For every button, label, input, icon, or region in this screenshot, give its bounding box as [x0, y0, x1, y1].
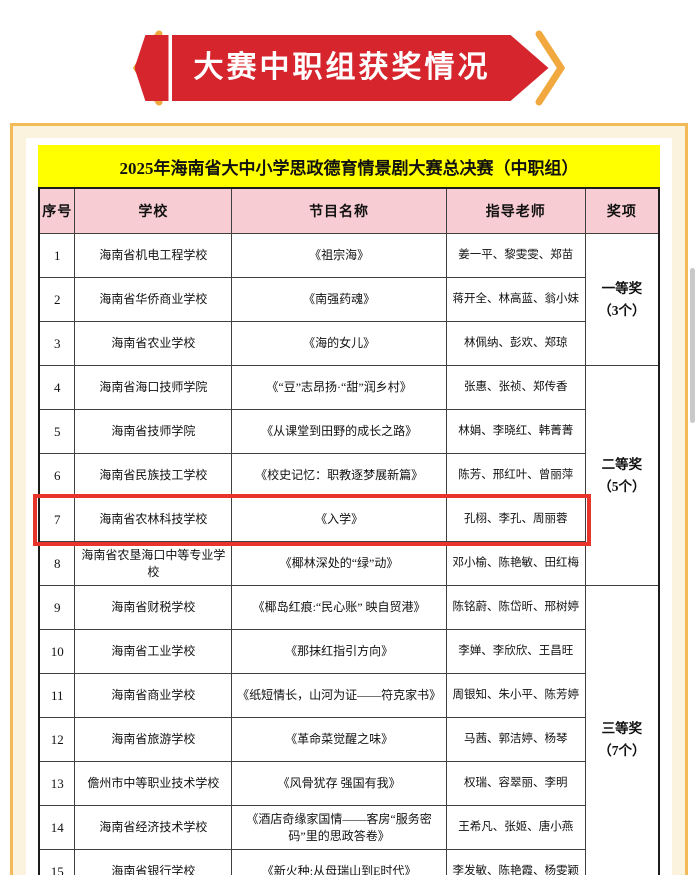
award-banner: 大赛中职组获奖情况 [0, 30, 697, 106]
cell-no: 4 [38, 365, 76, 410]
cell-program: 《风骨犹存 强国有我》 [231, 761, 447, 806]
cell-teachers: 邓小榆、陈艳敏、田红梅 [445, 541, 586, 586]
cell-school: 海南省农林科技学校 [74, 497, 233, 542]
awards-table: 序号 学校 节目名称 指导老师 奖项 1 海南省机电工程学校 《祖宗海》 姜一平、黎雯… [38, 187, 660, 875]
cell-program: 《祖宗海》 [231, 233, 447, 278]
table-row: 3 海南省农业学校 《海的女儿》 林佩纳、彭欢、郑琼 [38, 321, 659, 366]
cell-teachers: 林佩纳、彭欢、郑琼 [445, 321, 586, 366]
cell-school: 海南省银行学校 [74, 849, 233, 875]
table-title: 2025年海南省大中小学思政德育情景剧大赛总决赛（中职组） [38, 145, 660, 187]
award-table-card: 2025年海南省大中小学思政德育情景剧大赛总决赛（中职组） 序号 学校 节目名称… [10, 123, 688, 875]
award-tier-cell: 一等奖 （3个） [584, 233, 660, 366]
cell-teachers: 王希凡、张姬、唐小燕 [445, 805, 586, 850]
cell-no: 8 [38, 541, 76, 586]
table-row: 9 海南省财税学校 《椰岛红痕:“民心账” 映自贸港》 陈铭蔚、陈岱昕、邢树婷 三等奖（… [38, 585, 660, 875]
cell-no: 2 [38, 277, 76, 322]
scrollbar-thumb[interactable] [690, 268, 695, 423]
cell-no: 3 [38, 321, 76, 366]
cell-program: 《椰岛红痕:“民心账” 映自贸港》 [231, 585, 447, 630]
cell-program: 《从课堂到田野的成长之路》 [231, 409, 447, 454]
cell-school: 海南省农垦海口中等专业学校 [74, 541, 233, 586]
cell-teachers: 李发敏、陈艳霞、杨雯颖 [445, 849, 586, 875]
cell-teachers: 周银知、朱小平、陈芳婷 [445, 673, 586, 718]
cell-teachers: 姜一平、黎雯雯、郑苗 [445, 233, 586, 278]
cell-program: 《校史记忆：职教逐梦展新篇》 [231, 453, 447, 498]
cell-teachers: 李婵、李欣欣、王昌旺 [445, 629, 586, 674]
cell-no: 12 [38, 717, 76, 762]
col-header-award: 奖项 [584, 187, 660, 234]
cell-no: 13 [38, 761, 76, 806]
table-row: 15 海南省银行学校 《新火种:从母瑞山到E时代》 李发敏、陈艳霞、杨雯颖 [38, 849, 659, 875]
cell-school: 海南省农业学校 [74, 321, 233, 366]
banner-title: 大赛中职组获奖情况 [172, 35, 549, 101]
cell-program: 《“豆”志昂扬·“甜”润乡村》 [231, 365, 447, 410]
cell-no: 14 [38, 805, 76, 850]
table-row: 12 海南省旅游学校 《革命菜觉醒之味》 马茜、郭洁婷、杨琴 [38, 717, 659, 762]
cell-teachers: 蒋开全、林高蓝、翁小妹 [445, 277, 586, 322]
cell-no: 6 [38, 453, 76, 498]
cell-no: 9 [38, 585, 76, 630]
cell-program: 《入学》 [231, 497, 447, 542]
col-header-school: 学校 [74, 187, 233, 234]
award-table-card-inner: 2025年海南省大中小学思政德育情景剧大赛总决赛（中职组） 序号 学校 节目名称… [26, 138, 672, 875]
cell-school: 海南省技师学院 [74, 409, 233, 454]
award-tier-cell: 二等奖 （5个） [584, 365, 660, 586]
cell-program: 《新火种:从母瑞山到E时代》 [231, 849, 447, 875]
col-header-program: 节目名称 [231, 187, 447, 234]
cell-teachers: 陈芳、邢红叶、曾丽萍 [445, 453, 586, 498]
table-row: 2 海南省华侨商业学校 《南强药魂》 蒋开全、林高蓝、翁小妹 [38, 277, 659, 322]
cell-school: 海南省民族技工学校 [74, 453, 233, 498]
cell-teachers: 马茜、郭洁婷、杨琴 [445, 717, 586, 762]
cell-program: 《纸短情长，山河为证——符克家书》 [231, 673, 447, 718]
cell-no: 5 [38, 409, 76, 454]
table-row: 14 海南省经济技术学校 《酒店奇缘家国情——客房“服务密码”里的思政答卷》 王希凡、… [38, 805, 659, 850]
cell-program: 《海的女儿》 [231, 321, 447, 366]
cell-school: 海南省经济技术学校 [74, 805, 233, 850]
cell-teachers: 权瑞、容翠丽、李明 [445, 761, 586, 806]
cell-teachers: 林娟、李晓红、韩菁菁 [445, 409, 586, 454]
table-row: 1 海南省机电工程学校 《祖宗海》 姜一平、黎雯雯、郑苗 一等奖 （3个） [38, 233, 660, 366]
chevron-right-icon [535, 30, 565, 106]
table-row: 8 海南省农垦海口中等专业学校 《椰林深处的“绿”动》 邓小榆、陈艳敏、田红梅 [38, 541, 659, 586]
table-row: 13 儋州市中等职业技术学校 《风骨犹存 强国有我》 权瑞、容翠丽、李明 [38, 761, 659, 806]
cell-program: 《那抹红指引方向》 [231, 629, 447, 674]
cell-teachers: 陈铭蔚、陈岱昕、邢树婷 [445, 585, 586, 630]
cell-teachers: 孔栩、李孔、周丽蓉 [445, 497, 586, 542]
cell-no: 10 [38, 629, 76, 674]
cell-school: 海南省华侨商业学校 [74, 277, 233, 322]
cell-teachers: 张惠、张祯、郑传香 [445, 365, 586, 410]
table-row: 10 海南省工业学校 《那抹红指引方向》 李婵、李欣欣、王昌旺 [38, 629, 659, 674]
cell-program: 《酒店奇缘家国情——客房“服务密码”里的思政答卷》 [231, 805, 447, 850]
table-row: 4 海南省海口技师学院 《“豆”志昂扬·“甜”润乡村》 张惠、张祯、郑传香 二等奖 （5个… [38, 365, 660, 586]
cell-school: 海南省机电工程学校 [74, 233, 233, 278]
table-row: 6 海南省民族技工学校 《校史记忆：职教逐梦展新篇》 陈芳、邢红叶、曾丽萍 [38, 453, 659, 498]
cell-school: 儋州市中等职业技术学校 [74, 761, 233, 806]
cell-no: 11 [38, 673, 76, 718]
table-wrapper: 序号 学校 节目名称 指导老师 奖项 1 海南省机电工程学校 《祖宗海》 姜一平、黎雯… [33, 187, 660, 875]
header-row: 序号 学校 节目名称 指导老师 奖项 [38, 187, 660, 234]
cell-program: 《革命菜觉醒之味》 [231, 717, 447, 762]
cell-program: 《椰林深处的“绿”动》 [231, 541, 447, 586]
cell-no: 7 [38, 497, 76, 542]
table-row: 11 海南省商业学校 《纸短情长，山河为证——符克家书》 周银知、朱小平、陈芳婷 [38, 673, 659, 718]
award-tier-cell: 三等奖 （7个） [584, 585, 660, 875]
cell-no: 1 [38, 233, 76, 278]
table-row: 7 海南省农林科技学校 《入学》 孔栩、李孔、周丽蓉 [38, 497, 659, 542]
col-header-teachers: 指导老师 [445, 187, 586, 234]
table-row: 5 海南省技师学院 《从课堂到田野的成长之路》 林娟、李晓红、韩菁菁 [38, 409, 659, 454]
cell-school: 海南省旅游学校 [74, 717, 233, 762]
cell-school: 海南省海口技师学院 [74, 365, 233, 410]
cell-school: 海南省工业学校 [74, 629, 233, 674]
cell-school: 海南省商业学校 [74, 673, 233, 718]
cell-school: 海南省财税学校 [74, 585, 233, 630]
cell-program: 《南强药魂》 [231, 277, 447, 322]
awards-table-body: 1 海南省机电工程学校 《祖宗海》 姜一平、黎雯雯、郑苗 一等奖 （3个） 2 海南省华侨商业… [38, 233, 660, 875]
cell-no: 15 [38, 849, 76, 875]
col-header-no: 序号 [38, 187, 76, 234]
